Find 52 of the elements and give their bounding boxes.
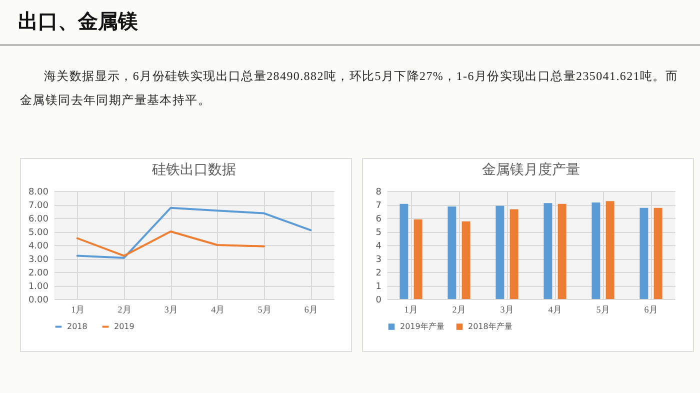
line-series <box>76 230 265 257</box>
legend-label: 2018年产量 <box>468 322 512 331</box>
x-tick-label: 5月 <box>258 304 272 314</box>
y-tick-label: 5.00 <box>28 228 49 238</box>
bar <box>510 209 518 299</box>
bar <box>414 219 422 299</box>
chart-title: 金属镁月度产量 <box>482 162 580 178</box>
x-tick-label: 3月 <box>500 304 514 314</box>
x-tick-label: 2月 <box>452 304 466 314</box>
x-tick-label: 4月 <box>211 304 225 314</box>
x-tick-label: 5月 <box>596 304 610 314</box>
y-tick-label: 5 <box>376 228 382 238</box>
legend-label: 2019年产量 <box>400 322 444 331</box>
x-tick-label: 4月 <box>548 304 562 314</box>
x-tick-label: 2月 <box>118 304 132 314</box>
y-tick-label: 4 <box>376 242 382 252</box>
x-tick-label: 1月 <box>404 304 418 314</box>
y-tick-label: 3.00 <box>28 255 49 265</box>
y-tick-label: 0 <box>376 296 382 306</box>
line-series <box>76 206 312 259</box>
y-tick-label: 8.00 <box>28 188 49 198</box>
bar <box>606 201 614 299</box>
bar <box>448 206 456 299</box>
x-tick-label: 6月 <box>644 304 658 314</box>
legend-label: 2019 <box>114 322 134 331</box>
y-tick-label: 0.00 <box>28 296 49 306</box>
legend-label: 2018 <box>67 322 88 331</box>
y-tick-label: 7.00 <box>28 201 49 211</box>
y-tick-label: 3 <box>376 255 382 265</box>
y-tick-label: 4.00 <box>28 242 49 252</box>
bar <box>462 221 470 299</box>
y-tick-label: 6.00 <box>28 214 49 224</box>
y-tick-label: 1 <box>376 282 382 292</box>
y-tick-label: 8 <box>376 188 382 198</box>
y-tick-label: 7 <box>376 201 382 211</box>
bar <box>400 204 408 299</box>
bar <box>654 208 662 299</box>
y-tick-label: 2 <box>376 268 382 278</box>
text: 出口、金属镁 <box>18 8 138 35</box>
x-tick-label: 1月 <box>71 304 85 314</box>
x-tick-label: 6月 <box>304 304 318 314</box>
bar <box>640 208 648 299</box>
y-tick-label: 1.00 <box>28 282 49 292</box>
bar <box>558 204 566 299</box>
bar <box>592 202 600 299</box>
bar <box>544 203 552 299</box>
bar <box>496 206 504 299</box>
x-tick-label: 3月 <box>164 304 178 314</box>
text: 海关数据显示，6月份硅铁实现出口总量28490.882吨，环比5月下降27%，1-6月份实现出口总量235041.621吨。而金属镁同去年同期产量基本持平。 <box>20 68 680 109</box>
y-tick-label: 6 <box>376 214 382 224</box>
y-tick-label: 2.00 <box>28 268 49 278</box>
chart-title: 硅铁出口数据 <box>151 162 236 178</box>
